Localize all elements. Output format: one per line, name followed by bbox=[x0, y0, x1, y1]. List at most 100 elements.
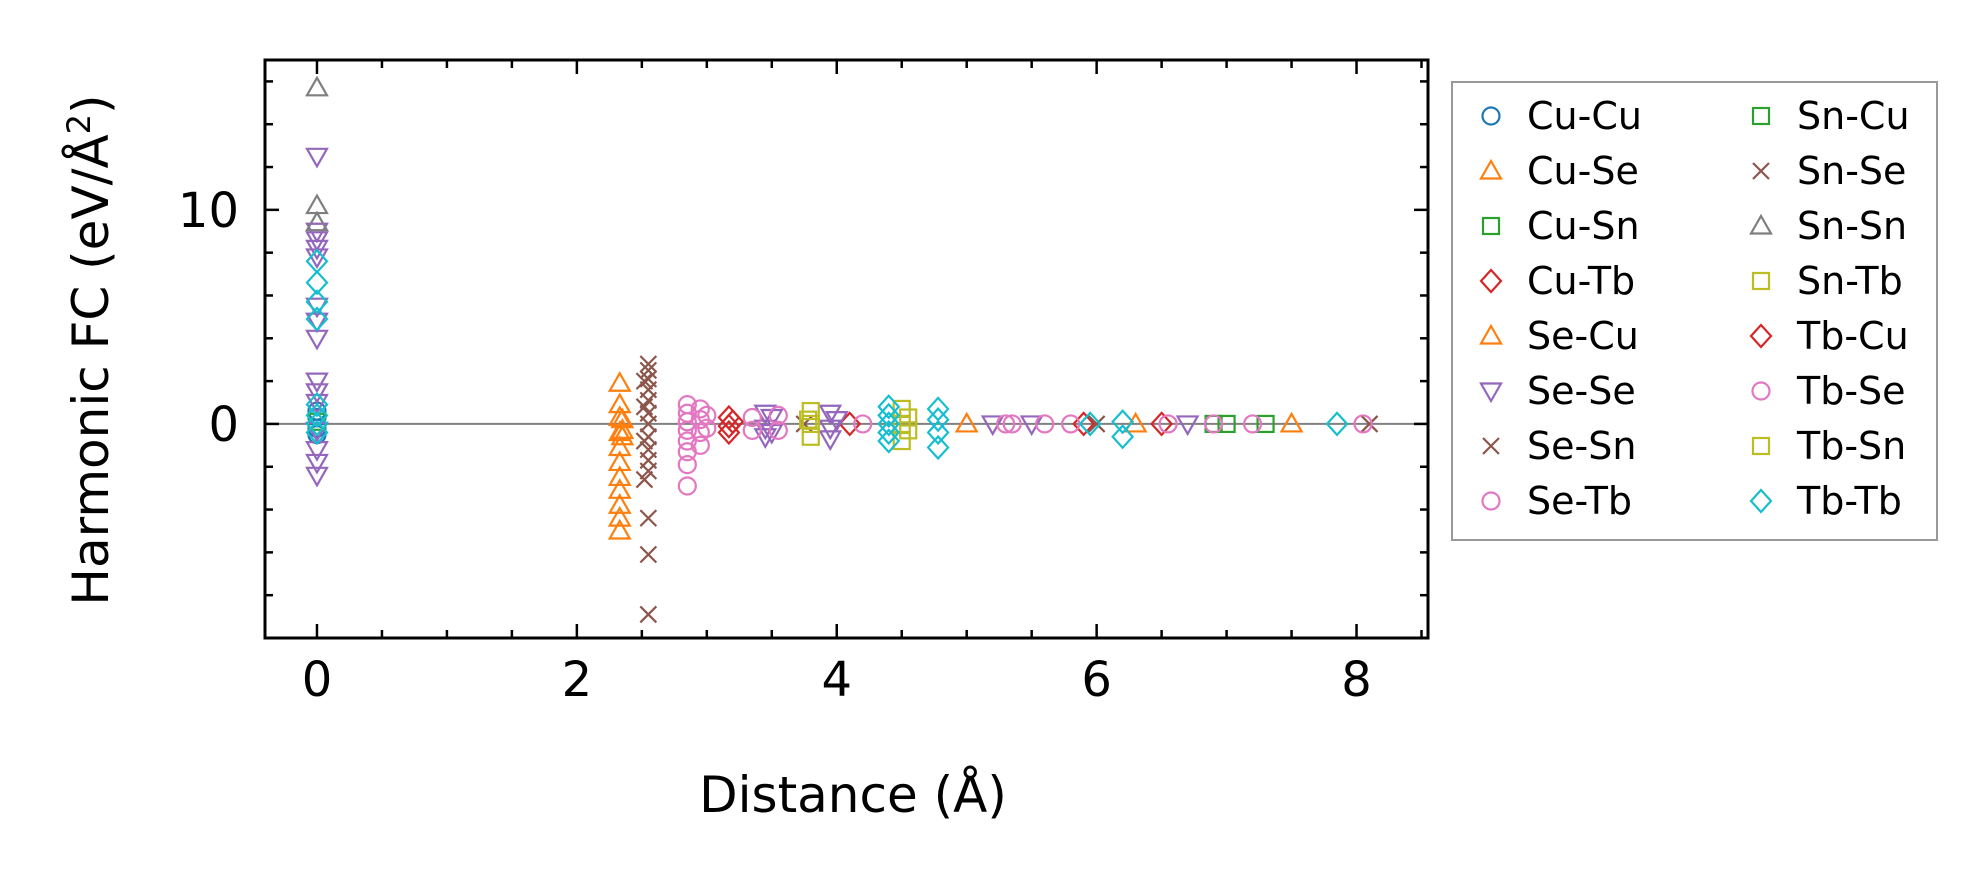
data-point bbox=[926, 407, 950, 433]
data-point bbox=[768, 405, 788, 425]
x-tick-label: 4 bbox=[821, 652, 852, 708]
data-point bbox=[690, 435, 710, 455]
data-point bbox=[1078, 411, 1102, 437]
data-point bbox=[1150, 411, 1174, 437]
data-point bbox=[717, 404, 741, 431]
data-point bbox=[305, 289, 329, 315]
data-point bbox=[639, 605, 658, 624]
data-point bbox=[305, 147, 329, 169]
data-point bbox=[305, 193, 329, 215]
data-point bbox=[818, 430, 843, 452]
data-point bbox=[1203, 414, 1224, 434]
data-point bbox=[639, 509, 658, 527]
data-point bbox=[1353, 414, 1373, 434]
y-tick-label: 0 bbox=[208, 397, 239, 453]
data-point bbox=[305, 392, 329, 418]
legend-items: Cu-Cu Cu-Se Cu-Sn Cu-Tb Se-Cu Se-Se Se-Sn Se-Tb… bbox=[1479, 94, 1910, 523]
data-point bbox=[1325, 411, 1349, 437]
data-point bbox=[768, 420, 788, 440]
series-se-cu bbox=[610, 407, 635, 446]
data-point bbox=[1002, 414, 1022, 434]
series-tb-cu bbox=[721, 409, 1174, 437]
legend-marker bbox=[1482, 437, 1500, 455]
series-sn-sn bbox=[305, 75, 329, 232]
series-se-tb bbox=[677, 395, 1081, 496]
data-point bbox=[305, 329, 329, 351]
axis-tick-labels: 0 2 4 6 8 0 10 bbox=[178, 183, 1372, 708]
legend-label: Cu-Cu bbox=[1527, 94, 1642, 138]
legend-label: Cu-Tb bbox=[1527, 259, 1635, 303]
data-point bbox=[1360, 415, 1379, 433]
data-point bbox=[1175, 415, 1200, 437]
data-point bbox=[639, 462, 658, 480]
data-point bbox=[697, 405, 717, 425]
legend-marker bbox=[1749, 323, 1773, 349]
data-point bbox=[892, 431, 911, 451]
legend-label: Tb-Tb bbox=[1796, 479, 1902, 523]
data-point bbox=[853, 414, 873, 434]
data-point bbox=[305, 75, 329, 97]
data-point bbox=[926, 434, 950, 461]
series-cu-se bbox=[607, 371, 1304, 540]
series-tb-sn bbox=[799, 408, 918, 440]
data-point bbox=[305, 411, 329, 437]
data-point bbox=[799, 410, 818, 429]
legend-label: Se-Se bbox=[1527, 369, 1636, 413]
legend-marker bbox=[1751, 381, 1771, 401]
data-point bbox=[697, 418, 717, 438]
x-tick-label: 8 bbox=[1341, 652, 1372, 708]
legend-label: Sn-Sn bbox=[1797, 204, 1907, 248]
data-point bbox=[1217, 414, 1236, 434]
data-point bbox=[892, 414, 911, 434]
data-point bbox=[1035, 414, 1055, 434]
data-point bbox=[677, 431, 697, 451]
data-point bbox=[677, 476, 697, 496]
legend-marker bbox=[1481, 216, 1501, 236]
data-points-layer bbox=[305, 75, 1379, 624]
y-axis-label-main: Harmonic FC (eV/Å bbox=[62, 134, 120, 605]
data-point bbox=[742, 420, 762, 440]
data-point bbox=[877, 394, 901, 420]
data-point bbox=[677, 420, 697, 440]
data-point bbox=[607, 478, 632, 499]
data-point bbox=[305, 210, 329, 232]
series-sn-se bbox=[635, 372, 1379, 489]
data-point bbox=[899, 408, 918, 427]
x-tick-label: 2 bbox=[562, 652, 593, 708]
y-axis-label: Harmonic FC (eV/Å2) bbox=[60, 94, 120, 605]
data-point bbox=[801, 414, 820, 434]
legend-marker bbox=[1751, 106, 1771, 126]
y-tick-label: 10 bbox=[178, 183, 239, 239]
data-point bbox=[818, 404, 843, 426]
data-point bbox=[996, 414, 1016, 434]
data-point bbox=[610, 424, 635, 446]
data-point bbox=[305, 306, 329, 332]
data-point bbox=[305, 383, 329, 405]
data-point bbox=[305, 453, 329, 475]
data-point bbox=[635, 372, 654, 390]
legend-label: Se-Tb bbox=[1527, 479, 1632, 523]
legend-marker bbox=[1481, 491, 1501, 511]
data-point bbox=[954, 411, 979, 433]
legend-marker bbox=[1481, 106, 1501, 126]
legend-label: Cu-Se bbox=[1527, 149, 1639, 193]
data-point bbox=[635, 470, 654, 489]
data-point bbox=[877, 428, 901, 454]
data-point bbox=[639, 355, 658, 373]
data-point bbox=[635, 398, 654, 416]
data-point bbox=[818, 419, 843, 441]
legend: Cu-Cu Cu-Se Cu-Sn Cu-Tb Se-Cu Se-Se Se-Sn Se-Tb… bbox=[1451, 81, 1938, 541]
data-point bbox=[635, 432, 654, 450]
data-point bbox=[1072, 411, 1096, 437]
data-point bbox=[690, 399, 710, 419]
data-point bbox=[1158, 414, 1178, 434]
legend-frame bbox=[1451, 81, 1938, 541]
data-point bbox=[877, 411, 901, 437]
y-axis-label-superscript: 2 bbox=[60, 114, 98, 134]
data-point bbox=[305, 419, 329, 446]
axis-ticks bbox=[265, 60, 1428, 640]
data-point bbox=[639, 415, 658, 433]
legend-marker bbox=[1749, 213, 1773, 235]
